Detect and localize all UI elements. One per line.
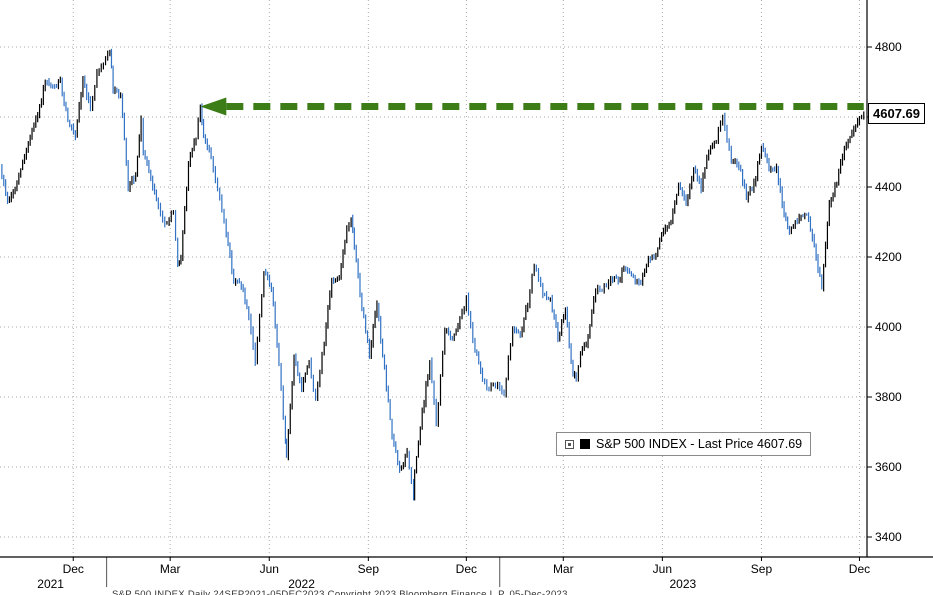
month-label: Jun (653, 562, 672, 576)
cropped-footer-text: S&P 500 INDEX Daily 24SEP2021-05DEC2023 … (112, 589, 568, 595)
last-price-axis-tag: 4607.69 (868, 103, 925, 124)
axis-labels: 48004600440042004000380036003400DecMarJu… (37, 40, 902, 591)
legend-label: S&P 500 INDEX - Last Price 4607.69 (596, 437, 803, 451)
series-key-icon (580, 439, 590, 449)
y-tick-label: 3800 (875, 390, 902, 404)
y-tick-label: 4800 (875, 40, 902, 54)
month-label: Dec (849, 562, 870, 576)
month-label: Dec (63, 562, 84, 576)
year-label: 2021 (37, 577, 64, 591)
gridlines (0, 0, 867, 557)
y-tick-label: 4000 (875, 320, 902, 334)
month-label: Sep (358, 562, 380, 576)
year-label: 2023 (669, 577, 696, 591)
month-label: Dec (456, 562, 477, 576)
month-label: Sep (751, 562, 773, 576)
y-tick-label: 4400 (875, 180, 902, 194)
arrow-head (200, 97, 227, 116)
month-label: Mar (160, 562, 181, 576)
year-label: 2022 (288, 577, 315, 591)
month-label: Mar (553, 562, 574, 576)
legend-expand-dot (568, 442, 571, 446)
y-tick-label: 4200 (875, 250, 902, 264)
y-tick-label: 3600 (875, 460, 902, 474)
legend-box[interactable]: S&P 500 INDEX - Last Price 4607.69 (556, 432, 812, 456)
month-label: Jun (260, 562, 279, 576)
legend-expand-icon[interactable] (565, 439, 574, 449)
y-tick-label: 3400 (875, 530, 902, 544)
price-bars (1, 48, 865, 501)
trend-arrow (200, 97, 864, 116)
